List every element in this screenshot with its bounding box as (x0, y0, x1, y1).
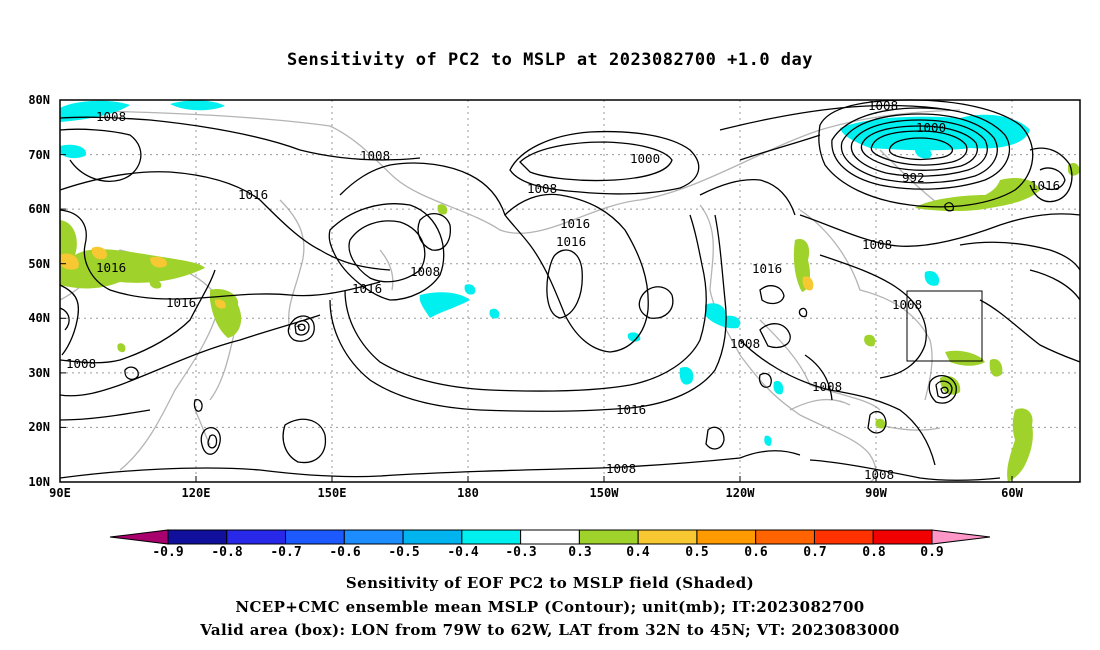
colorbar-swatch (226, 529, 287, 545)
contour-labels: 1008 1008 1016 1016 1016 1008 1008 1016 … (66, 98, 1060, 482)
contour-label: 1008 (812, 379, 842, 394)
colorbar-swatch (520, 529, 580, 545)
contour-label: 1008 (360, 148, 390, 163)
colorbar-swatch (872, 529, 933, 545)
tick-marks (60, 154, 1013, 482)
contour-label: 1016 (616, 402, 646, 417)
colorbar-labels: -0.9 -0.8 -0.7 -0.6 -0.5 -0.4 -0.3 0.3 0… (152, 545, 943, 560)
lat-label: 80N (28, 93, 50, 107)
contour-label: 1016 (238, 187, 268, 202)
contour-label: 1000 (916, 120, 946, 135)
lat-label: 50N (28, 257, 50, 271)
contour-label: 1008 (96, 109, 126, 124)
valid-area-box (906, 290, 983, 362)
contour-label: 1016 (166, 295, 196, 310)
colorbar-label: 0.4 (626, 545, 650, 560)
colorbar-label: -0.3 (505, 545, 536, 560)
contour-label: 1016 (560, 216, 590, 231)
colorbar-swatch (167, 529, 228, 545)
contour-label: 1008 (862, 237, 892, 252)
colorbar (109, 529, 991, 545)
colorbar-label: 0.9 (920, 545, 943, 560)
longitude-labels: 90E 120E 150E 180 150W 120W 90W 60W (49, 486, 1023, 500)
contour-label: 1008 (527, 181, 557, 196)
lat-label: 40N (28, 311, 50, 325)
lat-label: 30N (28, 366, 50, 380)
contour-label: 1008 (864, 467, 894, 482)
contour-label: 1016 (352, 281, 382, 296)
contour-label: 1008 (410, 264, 440, 279)
lon-label: 150W (590, 486, 620, 500)
sensitivity-shading (60, 100, 1080, 482)
colorbar-label: 0.8 (862, 545, 886, 560)
colorbar-swatch (696, 529, 757, 545)
caption-contour: NCEP+CMC ensemble mean MSLP (Contour); u… (235, 598, 865, 616)
colorbar-swatch (343, 529, 404, 545)
colorbar-swatch (637, 529, 698, 545)
colorbar-label: -0.5 (388, 545, 419, 560)
contour-label: 1008 (606, 461, 636, 476)
lat-label: 10N (28, 475, 50, 489)
colorbar-label: -0.7 (270, 545, 301, 560)
contour-label: 1008 (868, 98, 898, 113)
lon-label: 120E (182, 486, 211, 500)
cyclone-marker: + (296, 322, 301, 331)
colorbar-swatch (578, 529, 639, 545)
caption-shading: Sensitivity of EOF PC2 to MSLP field (Sh… (345, 574, 755, 592)
map-title: Sensitivity of PC2 to MSLP at 2023082700… (286, 50, 813, 70)
colorbar-label: 0.3 (568, 545, 591, 560)
colorbar-label: -0.6 (329, 545, 360, 560)
caption-valid-area: Valid area (box): LON from 79W to 62W, L… (200, 621, 900, 639)
colorbar-label: 0.5 (685, 545, 708, 560)
colorbar-swatch (813, 529, 874, 545)
latitude-labels: 80N 70N 60N 50N 40N 30N 20N 10N (28, 93, 50, 489)
lon-label: 150E (318, 486, 347, 500)
contour-label: 1016 (1030, 178, 1060, 193)
colorbar-label: -0.9 (152, 545, 183, 560)
contour-label: 1000 (630, 151, 660, 166)
colorbar-label: -0.8 (211, 545, 242, 560)
lon-label: 90W (865, 486, 887, 500)
contour-label: 1016 (752, 261, 782, 276)
contour-label: 1008 (66, 356, 96, 371)
mslp-contours (59, 99, 1081, 481)
lon-label: 180 (457, 486, 479, 500)
lat-label: 70N (28, 148, 50, 162)
lon-label: 60W (1001, 486, 1023, 500)
colorbar-label: -0.4 (447, 545, 478, 560)
lon-label: 90E (49, 486, 71, 500)
lat-label: 60N (28, 202, 50, 216)
map-frame (59, 99, 1081, 483)
colorbar-arrow-right (931, 529, 991, 545)
lat-label: 20N (28, 420, 50, 434)
colorbar-arrow-left (109, 529, 169, 545)
contour-label: 1016 (556, 234, 586, 249)
colorbar-label: 0.7 (803, 545, 826, 560)
colorbar-swatch (461, 529, 522, 545)
colorbar-swatch (285, 529, 345, 545)
contour-label: 1016 (96, 260, 126, 275)
contour-label: 992 (902, 170, 925, 185)
colorbar-label: 0.6 (744, 545, 768, 560)
colorbar-swatch (755, 529, 815, 545)
contour-label: 1008 (730, 336, 760, 351)
colorbar-swatch (402, 529, 463, 545)
lon-label: 120W (726, 486, 756, 500)
